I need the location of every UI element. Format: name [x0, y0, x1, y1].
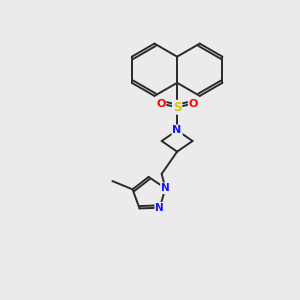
Text: N: N	[155, 203, 164, 213]
Text: N: N	[172, 125, 182, 135]
Text: O: O	[189, 99, 198, 109]
Text: S: S	[173, 101, 182, 114]
Text: O: O	[156, 99, 165, 109]
Text: N: N	[161, 183, 170, 193]
